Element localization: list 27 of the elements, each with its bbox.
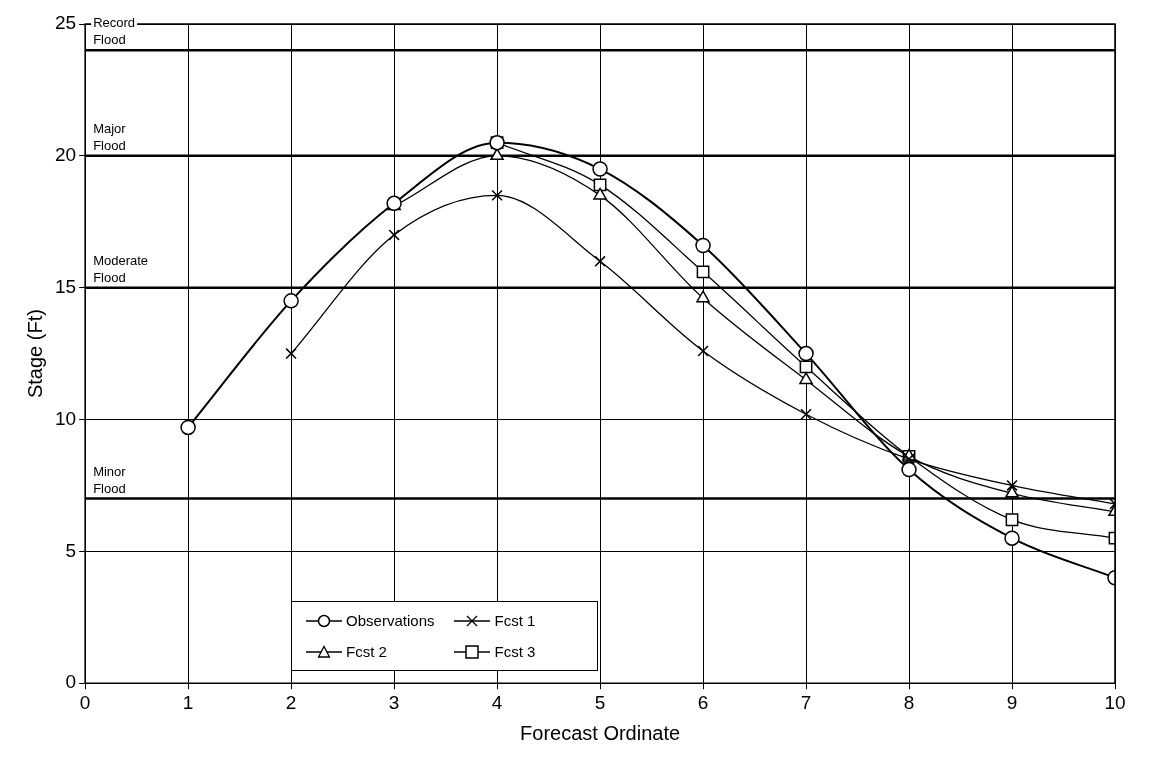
y-tick-label: 0 [65, 671, 77, 693]
x-tick-label: 10 [1104, 691, 1126, 713]
x-tick-label: 8 [903, 691, 915, 713]
x-tick-label: 2 [285, 691, 297, 713]
y-tick-label: 10 [54, 407, 77, 429]
x-tick-label: 7 [800, 691, 812, 713]
legend-label: Fcst 1 [494, 612, 536, 630]
y-tick-label: 15 [54, 275, 77, 297]
ref-line-label: Major Flood [93, 120, 127, 153]
ref-line-label: Minor Flood [93, 463, 127, 496]
y-axis-title: Stage (Ft) [23, 309, 46, 399]
y-tick-label: 20 [54, 144, 77, 166]
legend-label: Fcst 3 [494, 643, 536, 661]
x-tick-label: 4 [491, 691, 503, 713]
x-tick-label: 6 [697, 691, 709, 713]
x-tick-label: 0 [79, 691, 91, 713]
legend-label: Observations [346, 612, 435, 630]
ref-line-label: Record Flood [93, 15, 136, 48]
ref-line-label: Moderate Flood [93, 252, 149, 285]
x-tick-label: 5 [594, 691, 606, 713]
x-axis-title: Forecast Ordinate [520, 721, 681, 744]
y-tick-label: 25 [54, 12, 77, 34]
x-tick-label: 9 [1006, 691, 1018, 713]
x-tick-label: 1 [182, 691, 194, 713]
y-tick-label: 5 [65, 539, 77, 561]
legend-label: Fcst 2 [346, 643, 387, 661]
x-tick-label: 3 [388, 691, 400, 713]
